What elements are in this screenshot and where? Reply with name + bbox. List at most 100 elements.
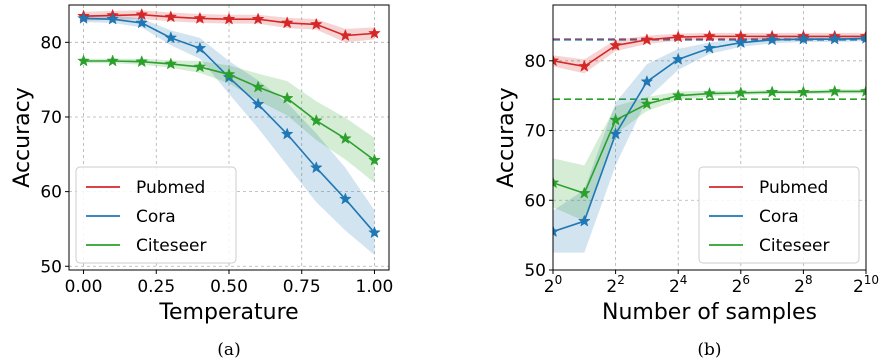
- legend: Pubmed Cora Citeseer: [75, 166, 237, 264]
- point-citeseer-2: [609, 113, 622, 126]
- x-tick-label-1: 0.25: [137, 277, 175, 297]
- point-citeseer-6: [251, 80, 265, 93]
- point-citeseer-10: [368, 153, 381, 166]
- point-cora-2: [135, 16, 149, 29]
- point-citeseer-5: [222, 67, 236, 80]
- point-cora-10: [859, 31, 866, 44]
- ticks: [65, 41, 375, 274]
- y-axis-label: Accuracy: [494, 87, 519, 187]
- point-citeseer-10: [859, 84, 866, 97]
- axes-frame: [552, 4, 867, 271]
- point-cora-8: [797, 32, 810, 45]
- point-citeseer-8: [797, 85, 810, 98]
- point-citeseer-7: [765, 85, 779, 98]
- point-cora-9: [338, 192, 352, 205]
- legend-label-pubmed: Pubmed: [759, 178, 828, 198]
- point-citeseer-6: [734, 86, 748, 99]
- point-pubmed-10: [368, 26, 381, 39]
- grid: [69, 5, 389, 270]
- point-cora-7: [765, 33, 779, 46]
- band-cora: [553, 35, 866, 253]
- band-pubmed: [83, 10, 375, 43]
- point-pubmed-4: [671, 30, 685, 43]
- point-citeseer-9: [338, 131, 352, 145]
- x-tick-label-5: 210: [853, 273, 879, 297]
- point-pubmed-2: [609, 38, 622, 51]
- point-cora-5: [703, 41, 716, 54]
- point-citeseer-0: [77, 54, 90, 67]
- point-pubmed-3: [164, 10, 178, 23]
- point-cora-4: [193, 41, 207, 54]
- y-tick-label-0: 50: [40, 257, 62, 277]
- point-cora-0: [553, 224, 560, 238]
- x-tick-label-3: 0.75: [283, 277, 321, 297]
- point-cora-10: [368, 225, 381, 239]
- point-citeseer-8: [309, 113, 323, 127]
- point-pubmed-0: [553, 54, 560, 67]
- point-citeseer-3: [164, 57, 178, 70]
- point-pubmed-1: [577, 59, 591, 72]
- chart-panel-b: 20 22 24 26 28 210 50 60 70 80 Number of samples Ac…: [494, 4, 879, 360]
- y-tick-label-1: 60: [524, 191, 546, 211]
- point-cora-6: [734, 35, 748, 49]
- chart-panel-a: 0.00 0.25 0.50 0.75 1.00 50 60 70 80 Temperature A…: [10, 4, 394, 360]
- y-axis-label: Accuracy: [10, 87, 35, 187]
- ticks: [549, 60, 867, 274]
- legend-label-pubmed: Pubmed: [136, 178, 205, 198]
- x-tick-label-3: 26: [732, 273, 750, 297]
- point-pubmed-9: [338, 28, 352, 42]
- point-pubmed-5: [703, 29, 716, 42]
- point-citeseer-2: [135, 55, 149, 68]
- point-citeseer-7: [280, 91, 294, 104]
- x-tick-label-1: 22: [606, 273, 624, 297]
- point-pubmed-5: [222, 12, 236, 25]
- band-citeseer: [553, 89, 866, 222]
- legend-label-cora: Cora: [759, 207, 799, 227]
- point-pubmed-3: [640, 33, 654, 46]
- point-cora-1: [106, 12, 120, 25]
- point-cora-7: [280, 127, 294, 140]
- legend-label-citeseer: Citeseer: [136, 236, 206, 256]
- legend-box: [698, 166, 860, 264]
- point-pubmed-8: [309, 17, 323, 30]
- x-tick-label-0: 0.00: [65, 277, 103, 297]
- y-tick-label-1: 60: [40, 183, 62, 203]
- y-tick-label-3: 80: [524, 52, 546, 72]
- point-cora-3: [164, 31, 178, 44]
- x-tick-label-2: 0.50: [210, 277, 248, 297]
- point-pubmed-7: [280, 16, 294, 29]
- point-cora-4: [671, 52, 685, 65]
- point-pubmed-6: [251, 12, 265, 25]
- point-cora-1: [577, 214, 591, 227]
- point-cora-0: [77, 11, 90, 24]
- point-cora-6: [251, 97, 265, 110]
- point-cora-8: [309, 161, 323, 174]
- point-citeseer-0: [553, 176, 560, 189]
- legend-label-citeseer: Citeseer: [759, 236, 829, 256]
- band-cora: [83, 14, 375, 256]
- plot-area: [77, 7, 381, 256]
- x-tick-label-2: 24: [669, 273, 687, 297]
- point-citeseer-9: [828, 84, 842, 97]
- point-pubmed-4: [193, 11, 207, 24]
- point-cora-3: [640, 74, 654, 88]
- panel-caption: (b): [697, 340, 721, 360]
- y-tick-label-2: 70: [40, 108, 62, 128]
- point-citeseer-3: [640, 97, 654, 110]
- y-tick-label-2: 70: [524, 122, 546, 142]
- x-axis-label: Number of samples: [602, 300, 817, 325]
- x-tick-label-4: 28: [794, 273, 812, 297]
- point-citeseer-1: [577, 186, 591, 199]
- point-citeseer-4: [193, 60, 207, 73]
- legend-label-cora: Cora: [136, 207, 176, 227]
- x-tick-label-4: 1.00: [356, 277, 394, 297]
- y-tick-label-3: 80: [40, 33, 62, 53]
- legend: Pubmed Cora Citeseer: [698, 166, 860, 264]
- point-cora-9: [828, 32, 842, 45]
- panel-caption: (a): [217, 340, 240, 360]
- point-citeseer-5: [703, 86, 716, 99]
- y-tick-label-0: 50: [524, 261, 546, 281]
- point-citeseer-1: [106, 54, 120, 67]
- x-tick-label-0: 20: [544, 273, 562, 297]
